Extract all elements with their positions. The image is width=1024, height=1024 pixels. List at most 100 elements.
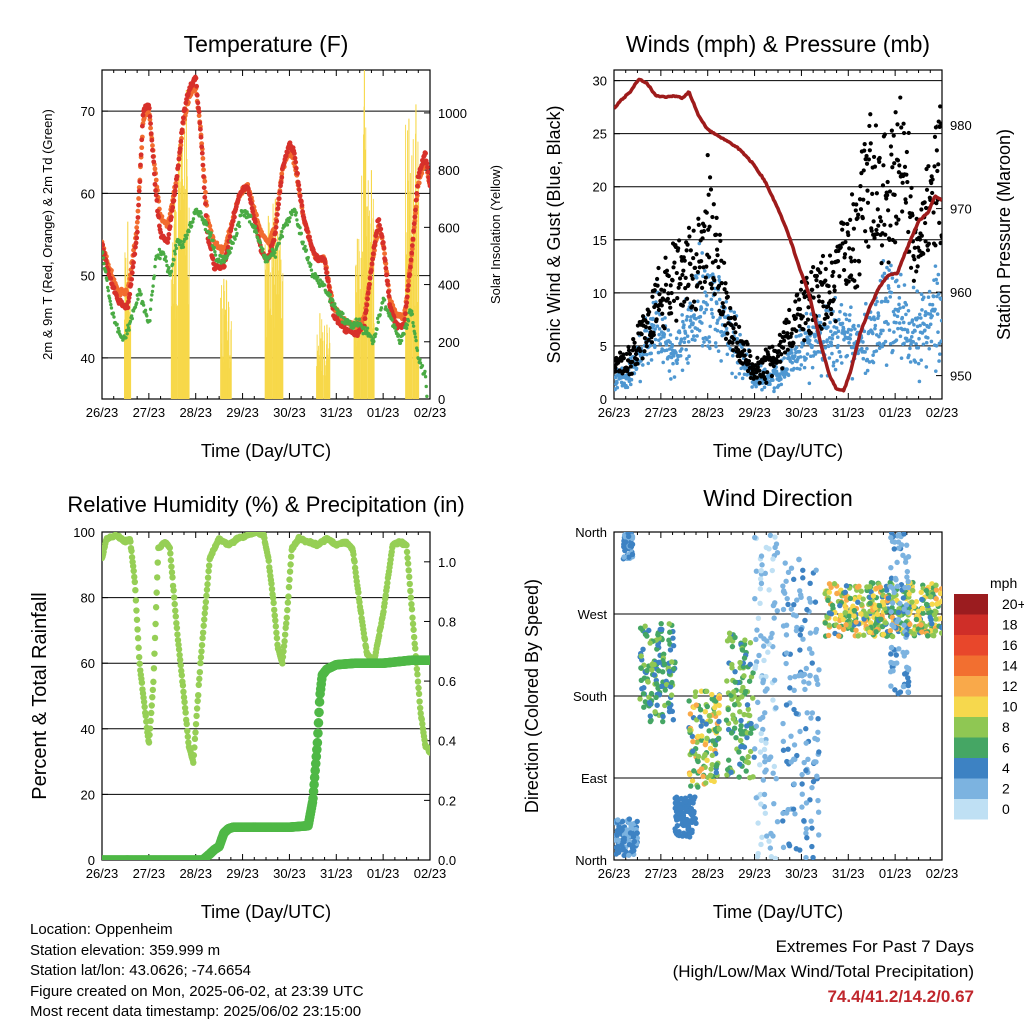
rh-point <box>265 557 272 564</box>
gust-point <box>848 217 853 222</box>
gust-point <box>808 330 813 335</box>
rh-point <box>132 586 139 594</box>
temp-point <box>408 264 413 270</box>
gust-point <box>709 286 715 291</box>
temp-point <box>386 293 392 299</box>
wind-point <box>929 339 934 344</box>
wind-point <box>895 278 899 283</box>
gust-point <box>712 292 717 297</box>
rh-point <box>382 592 389 599</box>
wind-point <box>897 296 902 300</box>
rh-point <box>286 568 294 575</box>
gust-point <box>923 239 928 244</box>
wind-point <box>924 365 929 369</box>
temp-point <box>424 384 428 389</box>
gust-point <box>863 157 868 162</box>
gust-point <box>870 191 875 197</box>
gust-point <box>674 318 679 323</box>
wind-point <box>669 377 673 381</box>
wind-point <box>939 339 942 343</box>
gust-point <box>822 322 827 327</box>
gust-point <box>663 282 669 287</box>
wind-point <box>646 361 651 366</box>
temp-point <box>221 264 227 269</box>
wind-point <box>891 348 895 353</box>
gust-point <box>861 168 866 173</box>
gust-point <box>798 287 804 292</box>
rh-point <box>132 597 140 604</box>
temp-point <box>365 326 370 330</box>
wind-point <box>907 321 911 326</box>
rh-point <box>350 551 357 558</box>
rh-point <box>191 744 198 751</box>
gust-point <box>699 285 705 290</box>
rh-point <box>129 562 137 570</box>
temp-point <box>295 218 299 222</box>
wind-point <box>718 316 722 320</box>
gust-point <box>801 327 806 332</box>
temp-point <box>278 180 284 185</box>
gust-point <box>937 124 942 130</box>
temp-point <box>150 293 154 297</box>
rh-point <box>205 562 213 569</box>
gust-point <box>802 338 807 343</box>
rain-point <box>425 655 430 666</box>
wind-point <box>681 325 686 330</box>
gust-point <box>933 125 939 130</box>
gust-point <box>926 241 931 246</box>
rh-point <box>271 606 278 614</box>
temp-point <box>301 240 305 244</box>
rh-point <box>205 567 212 575</box>
temp-point <box>124 336 128 340</box>
gust-point <box>826 304 831 309</box>
gust-point <box>919 233 924 238</box>
gust-point <box>863 229 868 234</box>
temp-point <box>305 228 311 234</box>
temp-point <box>195 100 201 106</box>
temp-point <box>368 268 374 273</box>
x-tick-label: 26/23 <box>598 405 631 420</box>
gust-point <box>635 323 640 328</box>
gust-point <box>681 268 686 273</box>
gust-point <box>842 252 848 257</box>
wind-point <box>671 354 676 358</box>
wind-point <box>674 351 678 355</box>
panel-title: Temperature (F) <box>184 31 349 57</box>
temp-point <box>412 214 418 220</box>
y-axis-label: Percent & Total Rainfall <box>29 592 51 800</box>
rh-point <box>175 641 182 648</box>
x-axis-label: Time (Day/UTC) <box>713 441 843 461</box>
wind-point <box>806 325 811 329</box>
rh-point <box>418 716 425 723</box>
temp-point <box>169 269 174 274</box>
wind-point <box>688 318 693 323</box>
temp-point <box>261 247 265 251</box>
gust-point <box>657 292 662 297</box>
temp-point <box>134 235 140 241</box>
wind-point <box>876 313 881 318</box>
rh-point <box>190 759 197 766</box>
gust-point <box>642 349 647 354</box>
temp-point <box>378 226 384 232</box>
temp-point <box>326 283 332 289</box>
temp-point <box>133 240 139 246</box>
temp-point <box>382 251 387 256</box>
wind-point <box>688 325 692 329</box>
gust-point <box>827 290 832 295</box>
wind-point <box>695 334 699 338</box>
gust-point <box>823 278 828 283</box>
gust-point <box>629 371 634 376</box>
temp-point <box>102 242 106 248</box>
gust-point <box>748 353 753 359</box>
rh-point <box>409 620 417 628</box>
wind-point <box>707 340 712 344</box>
rh-point <box>266 567 274 575</box>
gust-point <box>689 273 694 278</box>
wind-point <box>700 344 705 348</box>
rh-point <box>135 653 143 661</box>
x-tick-label: 26/23 <box>598 866 631 881</box>
rh-point <box>169 582 177 590</box>
wind-point <box>792 354 797 358</box>
temp-point <box>196 105 201 111</box>
gust-point <box>840 227 845 232</box>
